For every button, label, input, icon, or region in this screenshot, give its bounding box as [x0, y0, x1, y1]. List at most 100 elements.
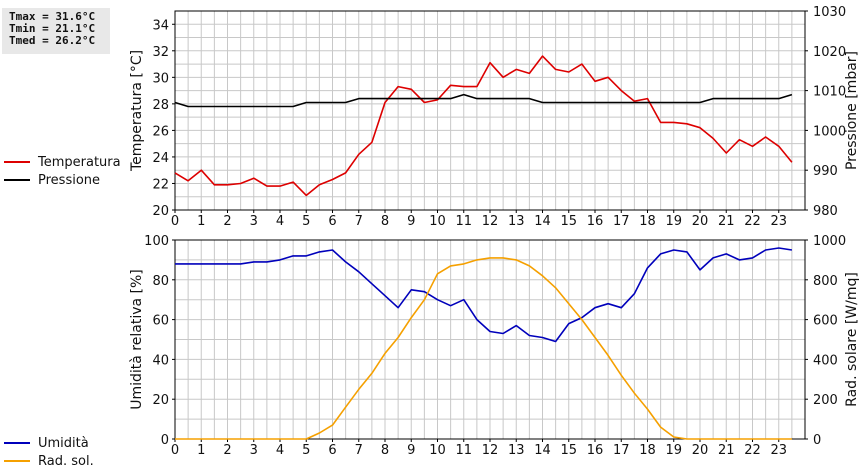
legend-swatch-temperature: [4, 161, 30, 163]
tmax-text: Tmax = 31.6°C: [9, 10, 96, 23]
x-tick-label: 15: [560, 214, 577, 229]
x-tick-label: 1: [197, 443, 205, 458]
legend-swatch-pressure: [4, 179, 30, 181]
x-tick-label: 15: [560, 443, 577, 458]
y-tick-label: 28: [152, 98, 169, 113]
stats-box: Tmax = 31.6°C Tmin = 21.1°C Tmed = 26.2°…: [2, 8, 110, 54]
y-tick-label: 100: [144, 234, 169, 249]
x-tick-label: 4: [276, 443, 284, 458]
y-tick-label: 22: [152, 177, 169, 192]
y-axis-title: Umidità relativa [%]: [129, 269, 145, 410]
x-tick-label: 6: [328, 443, 336, 458]
series-line-rad-sol-: [175, 257, 792, 440]
x-tick-label: 8: [381, 443, 389, 458]
y-tick-label: 20: [152, 393, 169, 408]
y2-tick-label: 800: [813, 274, 838, 289]
y-tick-label: 24: [152, 151, 169, 166]
y-tick-label: 26: [152, 124, 169, 139]
y2-tick-label: 200: [813, 393, 838, 408]
x-tick-label: 17: [613, 214, 630, 229]
x-tick-label: 20: [692, 214, 709, 229]
x-tick-label: 19: [665, 214, 682, 229]
y2-tick-label: 1020: [813, 45, 846, 60]
y2-tick-label: 600: [813, 314, 838, 329]
x-tick-label: 17: [613, 443, 630, 458]
y-tick-label: 30: [152, 71, 169, 86]
legend-label-temperature: Temperatura: [38, 154, 121, 170]
y2-tick-label: 1010: [813, 85, 846, 100]
y2-tick-label: 980: [813, 204, 838, 219]
x-tick-label: 9: [407, 443, 415, 458]
x-tick-label: 8: [381, 214, 389, 229]
x-tick-label: 5: [302, 443, 310, 458]
y2-tick-label: 990: [813, 164, 838, 179]
x-tick-label: 7: [355, 214, 363, 229]
x-tick-label: 6: [328, 214, 336, 229]
x-tick-label: 14: [534, 214, 551, 229]
x-tick-label: 12: [482, 214, 499, 229]
tmed-text: Tmed = 26.2°C: [9, 34, 96, 47]
x-tick-label: 22: [744, 443, 761, 458]
x-tick-label: 3: [250, 443, 258, 458]
x-tick-label: 18: [639, 214, 656, 229]
x-tick-label: 3: [250, 214, 258, 229]
y-axis-title: Temperatura [°C]: [129, 50, 145, 172]
x-tick-label: 22: [744, 214, 761, 229]
x-tick-label: 21: [718, 443, 735, 458]
series-line-umidit-: [175, 247, 793, 343]
y-tick-label: 0: [161, 433, 169, 448]
x-tick-label: 4: [276, 214, 284, 229]
legend-label-pressure: Pressione: [38, 172, 101, 188]
x-tick-label: 16: [587, 443, 604, 458]
x-tick-label: 12: [482, 443, 499, 458]
legend-item-temperature: Temperatura: [4, 153, 121, 171]
x-tick-label: 2: [223, 214, 231, 229]
legend-item-pressure: Pressione: [4, 171, 121, 189]
x-tick-label: 9: [407, 214, 415, 229]
x-tick-label: 13: [508, 214, 525, 229]
x-tick-label: 16: [587, 214, 604, 229]
x-tick-label: 10: [429, 443, 446, 458]
x-tick-label: 1: [197, 214, 205, 229]
y-tick-label: 20: [152, 204, 169, 219]
chart-panel-0: 0 1 2 3 4 5 6 7 8 9 10 11 12 13 14 15 16 17 18 19 20 21 22 2320…: [129, 5, 860, 229]
legend-item-humidity: Umidità: [4, 434, 94, 452]
x-tick-label: 23: [770, 214, 787, 229]
legend-label-humidity: Umidità: [38, 435, 89, 451]
y-tick-label: 80: [152, 274, 169, 289]
y2-axis-title: Pressione [mbar]: [844, 51, 860, 170]
tmin-text: Tmin = 21.1°C: [9, 22, 96, 35]
y-tick-label: 60: [152, 314, 169, 329]
x-tick-label: 2: [223, 443, 231, 458]
y-tick-label: 34: [152, 18, 169, 33]
y2-tick-label: 400: [813, 353, 838, 368]
y2-tick-label: 1000: [813, 234, 846, 249]
x-tick-label: 19: [665, 443, 682, 458]
y-tick-label: 40: [152, 353, 169, 368]
series-line-pressione: [174, 93, 793, 108]
y2-tick-label: 1030: [813, 5, 846, 20]
x-tick-label: 20: [692, 443, 709, 458]
x-tick-label: 18: [639, 443, 656, 458]
x-tick-label: 11: [455, 214, 472, 229]
y2-axis-title: Rad. solare [W/mq]: [844, 272, 860, 407]
series-line-temperatura: [174, 55, 793, 197]
x-tick-label: 0: [171, 443, 179, 458]
x-tick-label: 23: [770, 443, 787, 458]
y-tick-label: 32: [152, 45, 169, 60]
x-tick-label: 13: [508, 443, 525, 458]
legend-swatch-humidity: [4, 442, 30, 444]
x-tick-label: 14: [534, 443, 551, 458]
y2-tick-label: 0: [813, 433, 821, 448]
x-tick-label: 7: [355, 443, 363, 458]
x-tick-label: 21: [718, 214, 735, 229]
x-tick-label: 10: [429, 214, 446, 229]
legend-swatch-radiation: [4, 460, 30, 462]
x-tick-label: 0: [171, 214, 179, 229]
legend-top: Temperatura Pressione: [4, 153, 121, 189]
chart-panel-1: 0 1 2 3 4 5 6 7 8 9 10 11 12 13 14 15 16 17 18 19 20 21 22 2302…: [129, 234, 860, 458]
x-tick-label: 11: [455, 443, 472, 458]
y2-tick-label: 1000: [813, 124, 846, 139]
weather-charts: 0 1 2 3 4 5 6 7 8 9 10 11 12 13 14 15 16 17 18 19 20 21 22 2320…: [129, 5, 860, 458]
x-tick-label: 5: [302, 214, 310, 229]
